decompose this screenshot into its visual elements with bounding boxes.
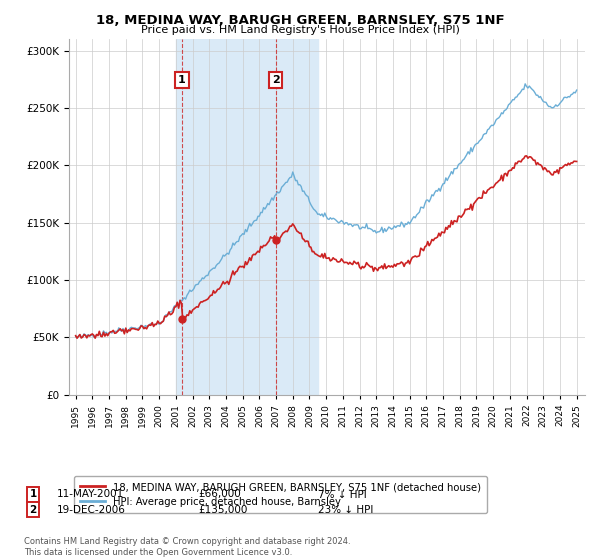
Text: £135,000: £135,000 bbox=[198, 505, 247, 515]
Text: 11-MAY-2001: 11-MAY-2001 bbox=[57, 489, 124, 500]
Text: 23% ↓ HPI: 23% ↓ HPI bbox=[318, 505, 373, 515]
Text: Price paid vs. HM Land Registry's House Price Index (HPI): Price paid vs. HM Land Registry's House … bbox=[140, 25, 460, 35]
Text: 1: 1 bbox=[29, 489, 37, 500]
Legend: 18, MEDINA WAY, BARUGH GREEN, BARNSLEY, S75 1NF (detached house), HPI: Average p: 18, MEDINA WAY, BARUGH GREEN, BARNSLEY, … bbox=[74, 476, 487, 514]
Text: 19-DEC-2006: 19-DEC-2006 bbox=[57, 505, 126, 515]
Text: Contains HM Land Registry data © Crown copyright and database right 2024.
This d: Contains HM Land Registry data © Crown c… bbox=[24, 537, 350, 557]
Text: 7% ↓ HPI: 7% ↓ HPI bbox=[318, 489, 367, 500]
Text: £66,000: £66,000 bbox=[198, 489, 241, 500]
Text: 2: 2 bbox=[272, 75, 280, 85]
Bar bbox=[176, 39, 318, 395]
Text: 1: 1 bbox=[178, 75, 186, 85]
Text: 2: 2 bbox=[29, 505, 37, 515]
Text: 18, MEDINA WAY, BARUGH GREEN, BARNSLEY, S75 1NF: 18, MEDINA WAY, BARUGH GREEN, BARNSLEY, … bbox=[95, 14, 505, 27]
